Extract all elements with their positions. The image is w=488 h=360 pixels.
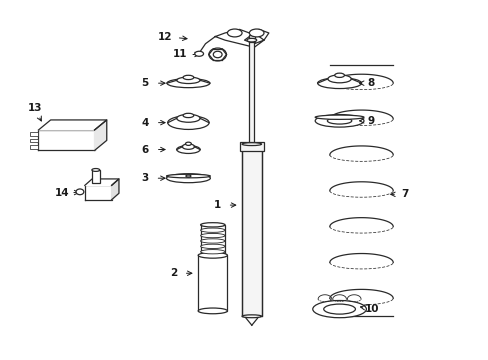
Bar	[248, 36, 254, 42]
Ellipse shape	[323, 304, 355, 314]
Ellipse shape	[249, 29, 264, 37]
Bar	[30, 132, 39, 136]
Ellipse shape	[200, 228, 224, 232]
Ellipse shape	[194, 51, 203, 56]
Circle shape	[208, 48, 226, 61]
Bar	[30, 145, 39, 149]
Ellipse shape	[167, 116, 209, 130]
Ellipse shape	[198, 252, 227, 258]
Ellipse shape	[200, 223, 224, 227]
Ellipse shape	[227, 29, 242, 37]
Ellipse shape	[327, 75, 350, 83]
Circle shape	[213, 51, 222, 58]
Text: 2: 2	[170, 268, 177, 278]
Bar	[239, 142, 264, 151]
Ellipse shape	[317, 78, 361, 89]
Ellipse shape	[176, 77, 200, 84]
Ellipse shape	[185, 175, 190, 177]
Circle shape	[76, 189, 83, 195]
Text: 12: 12	[158, 32, 172, 41]
Ellipse shape	[198, 308, 227, 314]
Ellipse shape	[200, 249, 224, 254]
Ellipse shape	[166, 174, 210, 178]
Ellipse shape	[92, 168, 100, 171]
Ellipse shape	[242, 315, 261, 318]
Ellipse shape	[200, 233, 224, 238]
Bar	[249, 40, 254, 148]
Ellipse shape	[185, 142, 191, 145]
Ellipse shape	[242, 143, 261, 145]
Text: 3: 3	[141, 173, 148, 183]
Bar	[200, 225, 224, 255]
Polygon shape	[111, 179, 119, 200]
Ellipse shape	[315, 115, 363, 120]
Ellipse shape	[176, 114, 200, 122]
Ellipse shape	[327, 118, 351, 124]
Ellipse shape	[176, 145, 200, 153]
Ellipse shape	[182, 144, 194, 149]
Ellipse shape	[166, 79, 209, 87]
Polygon shape	[94, 120, 106, 150]
Ellipse shape	[183, 113, 193, 118]
Ellipse shape	[312, 301, 366, 318]
Ellipse shape	[200, 244, 224, 248]
Ellipse shape	[166, 174, 210, 183]
Text: 10: 10	[364, 304, 379, 314]
Text: 4: 4	[141, 118, 148, 128]
Bar	[198, 255, 227, 311]
Text: 9: 9	[367, 116, 374, 126]
Text: 11: 11	[172, 49, 186, 59]
Text: 6: 6	[141, 144, 148, 154]
Bar	[92, 170, 100, 183]
Ellipse shape	[246, 39, 256, 42]
Bar	[242, 144, 261, 316]
Text: 7: 7	[401, 189, 408, 199]
Bar	[30, 139, 39, 142]
Text: 8: 8	[367, 78, 374, 88]
Ellipse shape	[334, 73, 344, 77]
Ellipse shape	[315, 114, 363, 127]
Ellipse shape	[200, 239, 224, 243]
Text: 13: 13	[27, 103, 42, 113]
Text: 1: 1	[214, 200, 221, 210]
Text: 14: 14	[54, 188, 69, 198]
Polygon shape	[84, 179, 119, 185]
Polygon shape	[39, 120, 106, 130]
Ellipse shape	[183, 75, 193, 80]
Text: 5: 5	[141, 78, 148, 88]
